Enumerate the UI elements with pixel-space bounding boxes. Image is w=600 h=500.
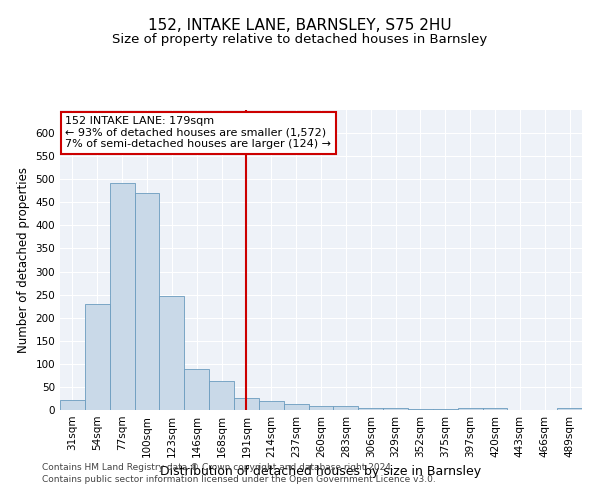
Bar xyxy=(458,408,482,410)
Bar xyxy=(259,401,284,410)
Bar xyxy=(134,193,160,410)
Text: Contains HM Land Registry data © Crown copyright and database right 2024.: Contains HM Land Registry data © Crown c… xyxy=(42,464,394,472)
Text: Contains public sector information licensed under the Open Government Licence v3: Contains public sector information licen… xyxy=(42,474,436,484)
Text: Size of property relative to detached houses in Barnsley: Size of property relative to detached ho… xyxy=(112,32,488,46)
Text: 152 INTAKE LANE: 179sqm
← 93% of detached houses are smaller (1,572)
7% of semi-: 152 INTAKE LANE: 179sqm ← 93% of detache… xyxy=(65,116,331,149)
Bar xyxy=(209,382,234,410)
Bar xyxy=(308,406,334,410)
Bar xyxy=(557,408,582,410)
Bar xyxy=(184,370,209,410)
Bar xyxy=(482,408,508,410)
Bar xyxy=(85,304,110,410)
Bar xyxy=(334,406,358,410)
Bar xyxy=(234,398,259,410)
Text: 152, INTAKE LANE, BARNSLEY, S75 2HU: 152, INTAKE LANE, BARNSLEY, S75 2HU xyxy=(148,18,452,32)
Bar xyxy=(110,183,134,410)
Bar xyxy=(383,408,408,410)
Bar xyxy=(60,400,85,410)
Bar xyxy=(408,409,433,410)
Bar xyxy=(160,296,184,410)
Bar xyxy=(284,404,308,410)
Bar xyxy=(358,408,383,410)
Bar xyxy=(433,409,458,410)
Y-axis label: Number of detached properties: Number of detached properties xyxy=(17,167,30,353)
X-axis label: Distribution of detached houses by size in Barnsley: Distribution of detached houses by size … xyxy=(160,466,482,478)
